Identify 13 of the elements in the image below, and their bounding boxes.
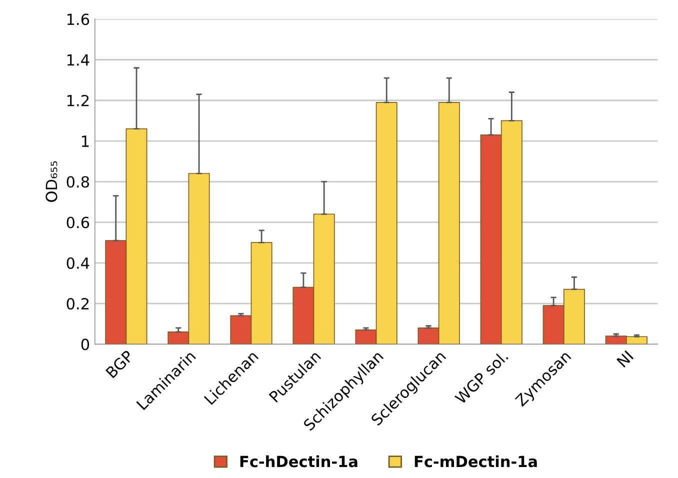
legend-label: Fc-mDectin-1a — [414, 455, 537, 468]
y-tick-label: 1.6 — [67, 14, 90, 26]
x-tick-label: NI — [616, 350, 634, 368]
y-tick-label: 0 — [81, 338, 90, 350]
y-tick-label: 0.4 — [66, 257, 90, 269]
y-tick-label: 0.6 — [66, 216, 90, 228]
legend-label: Fc-hDectin-1a — [240, 455, 358, 468]
y-tick-label: 0.8 — [66, 176, 90, 188]
y-tick-label: 1.2 — [67, 94, 89, 106]
y-tick-label: 1 — [82, 136, 89, 147]
y-tick-label: 1.4 — [67, 54, 90, 66]
y-axis-title: OD₆₅₅ — [46, 161, 58, 202]
y-tick-label: 0.2 — [66, 298, 89, 310]
